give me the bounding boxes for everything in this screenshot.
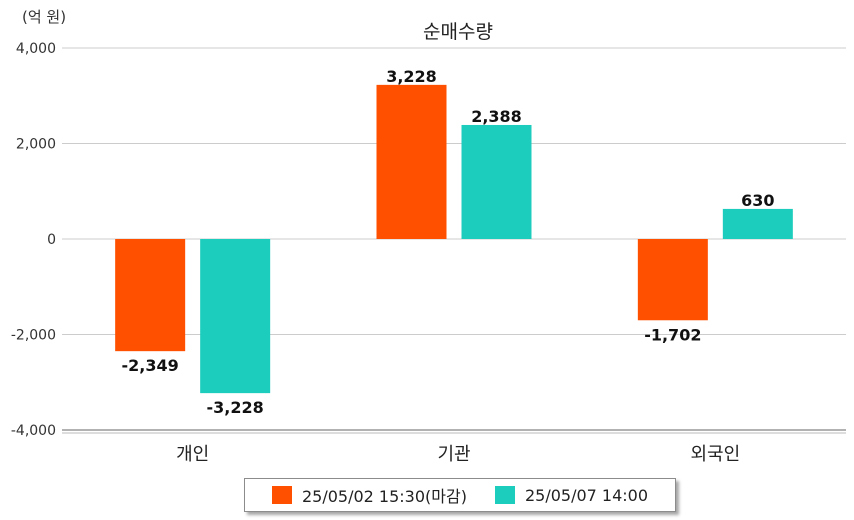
data-label: 3,228 xyxy=(386,67,437,86)
legend-label-series-1: 25/05/02 15:30(마감) xyxy=(301,487,467,506)
data-label: 630 xyxy=(741,191,774,210)
legend-item-series-1[interactable]: 25/05/02 15:30(마감) xyxy=(271,483,467,507)
bar[interactable] xyxy=(376,84,447,239)
y-tick-label: -2,000 xyxy=(11,328,56,344)
data-label: -3,228 xyxy=(207,398,264,417)
legend-swatch-series-1 xyxy=(271,486,292,504)
bar[interactable] xyxy=(115,239,186,352)
bar[interactable] xyxy=(722,208,793,239)
y-tick-label: 2,000 xyxy=(16,137,56,153)
unit-label: (억 원) xyxy=(22,8,66,26)
legend-label-series-2: 25/05/07 14:00 xyxy=(524,485,649,505)
data-label: -2,349 xyxy=(122,356,179,375)
legend: 25/05/02 15:30(마감) 25/05/07 14:00 xyxy=(244,478,676,512)
x-tick-label: 개인 xyxy=(176,444,209,465)
bar[interactable] xyxy=(637,239,708,321)
bar[interactable] xyxy=(200,239,271,394)
x-tick-label: 기관 xyxy=(437,444,470,465)
legend-item-series-2[interactable]: 25/05/07 14:00 xyxy=(494,485,649,505)
bar-chart: (억 원) 순매수량 4,000 2,000 0 -2,000 -4,000 개인 -2,… xyxy=(11,8,846,465)
x-tick-label: 외국인 xyxy=(690,444,740,465)
data-label: 2,388 xyxy=(471,107,522,126)
y-tick-label: 4,000 xyxy=(16,41,56,57)
y-tick-label: 0 xyxy=(47,232,56,248)
data-label: -1,702 xyxy=(644,325,701,344)
bar[interactable] xyxy=(461,124,532,239)
y-tick-label: -4,000 xyxy=(11,423,56,439)
chart-title: 순매수량 xyxy=(423,21,493,43)
legend-swatch-series-2 xyxy=(494,486,515,504)
